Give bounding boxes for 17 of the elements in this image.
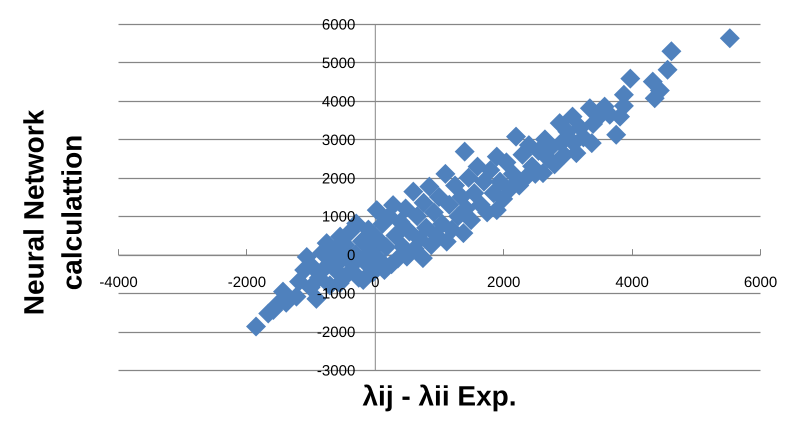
x-tick-label: -4000	[99, 274, 138, 292]
x-tick-label: 6000	[744, 274, 778, 292]
y-tick-label: 2000	[322, 170, 356, 188]
y-tick-label: 4000	[322, 93, 356, 110]
y-tick-label: 5000	[322, 54, 356, 72]
x-tick-label: 0	[371, 274, 380, 292]
x-tick-label: 4000	[615, 274, 649, 292]
y-tick-label: -2000	[316, 324, 356, 342]
y-tick-label: 6000	[322, 16, 356, 34]
y-tick-label: 3000	[322, 132, 356, 149]
x-tick-label: -2000	[228, 274, 266, 292]
y-tick-label: 1000	[322, 208, 356, 226]
x-axis-title: λij - λii Exp.	[362, 380, 517, 412]
y-tick-label: -3000	[316, 362, 356, 380]
y-tick-label: 0	[346, 247, 356, 264]
x-tick-label: 2000	[487, 274, 520, 292]
y-axis-title: Neural Network calculattion	[18, 109, 88, 316]
